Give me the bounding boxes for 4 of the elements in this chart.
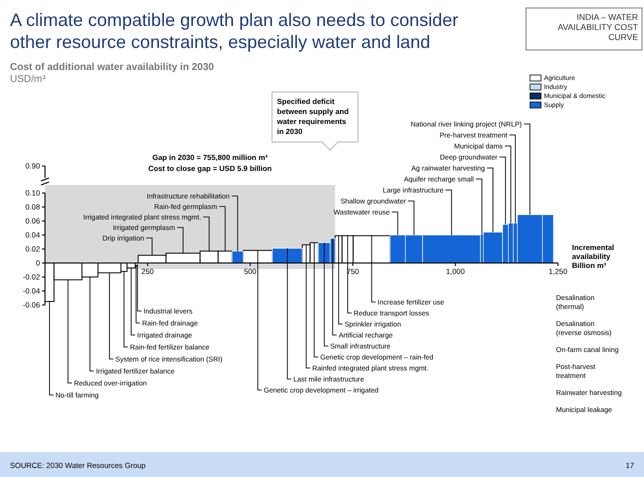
text: USD/m³: [10, 74, 46, 85]
text: INDIA – WATER AVAILABILITY COST CURVE: [558, 12, 638, 42]
chart-subtitle: Cost of additional water availability in 2030: [10, 62, 214, 73]
chart-title: A climate compatible growth plan also needs to consider other resource constraints, especially water and land: [10, 10, 458, 52]
